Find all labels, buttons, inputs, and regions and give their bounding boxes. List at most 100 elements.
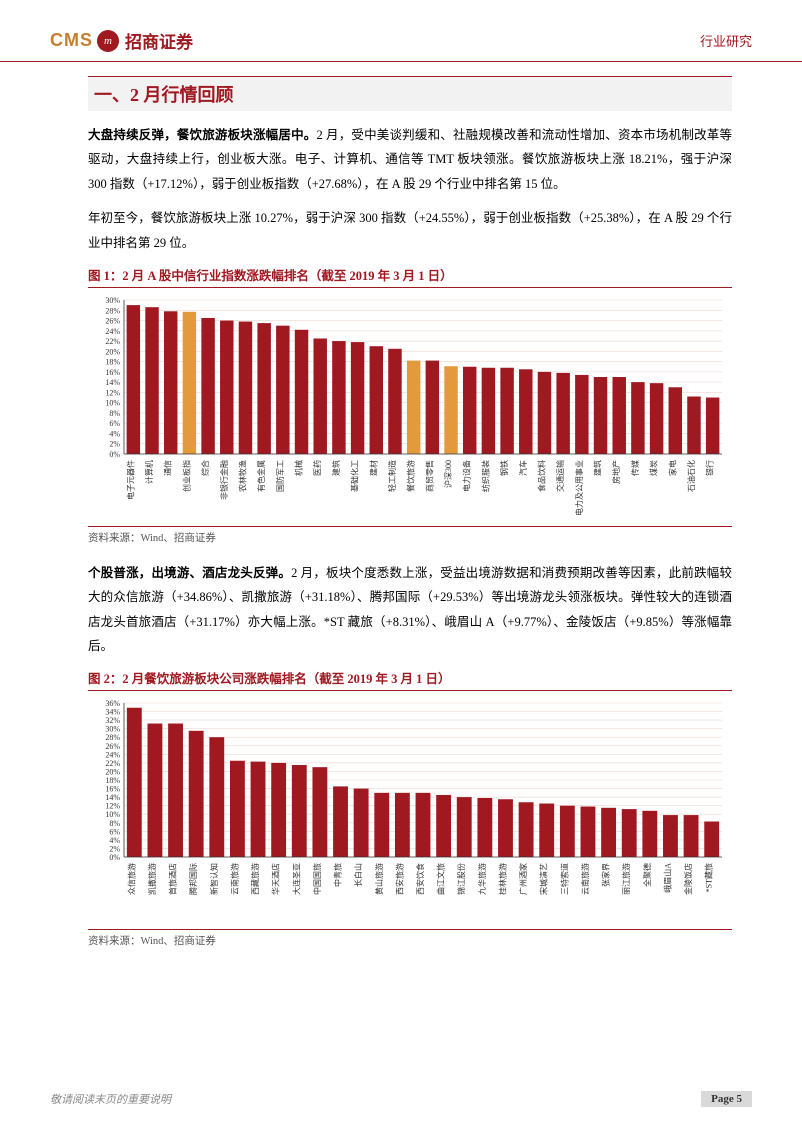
logo-icon: m [97,30,119,52]
svg-text:24%: 24% [105,327,120,336]
svg-text:全聚德: 全聚德 [642,863,652,887]
svg-text:机械: 机械 [294,460,304,476]
svg-text:30%: 30% [105,296,120,305]
svg-text:28%: 28% [105,734,120,743]
svg-text:三特索道: 三特索道 [559,863,569,895]
svg-text:云南旅游: 云南旅游 [580,863,590,895]
paragraph-1: 大盘持续反弹，餐饮旅游板块涨幅居中。2 月，受中美谈判缓和、社融规模改善和流动性… [88,123,732,196]
svg-text:煤炭: 煤炭 [649,460,659,476]
svg-text:16%: 16% [105,368,120,377]
svg-text:0%: 0% [109,450,120,459]
svg-text:西藏旅游: 西藏旅游 [250,863,260,895]
footer-note: 敬请阅读末页的重要说明 [50,1091,171,1107]
svg-text:锦江股份: 锦江股份 [456,863,466,895]
figure2-source: 资料来源：Wind、招商证券 [88,929,732,948]
svg-text:西安饮食: 西安饮食 [415,863,425,895]
svg-text:24%: 24% [105,751,120,760]
svg-text:10%: 10% [105,811,120,820]
svg-text:大连圣亚: 大连圣亚 [291,863,301,895]
figure1-svg: 0%2%4%6%8%10%12%14%16%18%20%22%24%26%28%… [88,294,728,524]
logo-text-en: CMS [50,30,93,51]
svg-text:10%: 10% [105,399,120,408]
svg-text:华天酒店: 华天酒店 [271,863,281,895]
svg-text:电力设备: 电力设备 [462,460,472,492]
svg-text:通信: 通信 [163,460,173,476]
svg-text:4%: 4% [109,836,120,845]
svg-text:建筑: 建筑 [593,460,603,476]
svg-text:20%: 20% [105,768,120,777]
svg-text:22%: 22% [105,759,120,768]
paragraph-3: 个股普涨，出境游、酒店龙头反弹。2 月，板块个度悉数上涨，受益出境游数据和消费预… [88,561,732,659]
svg-text:新智认知: 新智认知 [209,863,219,895]
section-title-bar: 一、2 月行情回顾 [88,76,732,111]
svg-text:非银行金融: 非银行金融 [219,460,229,500]
paragraph-2: 年初至今，餐饮旅游板块上涨 10.27%，弱于沪深 300 指数（+24.55%… [88,206,732,255]
svg-text:交通运输: 交通运输 [555,460,565,492]
svg-text:2%: 2% [109,440,120,449]
svg-text:广州酒家: 广州酒家 [518,863,528,895]
figure1-chart: 0%2%4%6%8%10%12%14%16%18%20%22%24%26%28%… [88,294,732,526]
svg-text:34%: 34% [105,708,120,717]
svg-text:综合: 综合 [200,460,210,476]
svg-text:钢铁: 钢铁 [499,460,509,476]
para3-bold: 个股普涨，出境游、酒店龙头反弹。 [88,566,291,580]
figure2-svg: 0%2%4%6%8%10%12%14%16%18%20%22%24%26%28%… [88,697,728,927]
svg-text:20%: 20% [105,347,120,356]
svg-text:建材: 建材 [368,460,378,476]
svg-text:首旅酒店: 首旅酒店 [168,863,178,895]
svg-text:黄山旅游: 黄山旅游 [374,863,384,895]
svg-text:12%: 12% [105,802,120,811]
page-footer: 敬请阅读末页的重要说明 Page 5 [50,1091,752,1107]
svg-text:餐饮旅游: 餐饮旅游 [406,460,416,492]
svg-text:丽江旅游: 丽江旅游 [621,863,631,895]
svg-text:6%: 6% [109,419,120,428]
svg-text:14%: 14% [105,793,120,802]
figure2-chart: 0%2%4%6%8%10%12%14%16%18%20%22%24%26%28%… [88,697,732,929]
svg-text:26%: 26% [105,316,120,325]
figure1-source: 资料来源：Wind、招商证券 [88,526,732,545]
svg-text:轻工制造: 轻工制造 [387,460,397,492]
svg-text:2%: 2% [109,845,120,854]
page-header: CMS m 招商证券 行业研究 [0,0,802,62]
svg-text:桂林旅游: 桂林旅游 [497,863,507,895]
svg-text:6%: 6% [109,828,120,837]
svg-text:18%: 18% [105,776,120,785]
logo-text-cn: 招商证券 [125,28,193,53]
svg-text:凯撒旅游: 凯撒旅游 [147,863,157,895]
doc-type-label: 行业研究 [700,31,752,50]
svg-text:医药: 医药 [312,460,322,476]
svg-text:云南旅游: 云南旅游 [229,863,239,895]
svg-text:国防军工: 国防军工 [275,460,285,492]
svg-text:沪深300: 沪深300 [443,460,453,488]
svg-text:食品饮料: 食品饮料 [536,460,546,492]
svg-text:电力及公用事业: 电力及公用事业 [574,460,584,516]
svg-text:26%: 26% [105,742,120,751]
svg-text:0%: 0% [109,853,120,862]
svg-text:汽车: 汽车 [518,460,528,476]
svg-text:传媒: 传媒 [630,460,640,476]
svg-text:峨眉山A: 峨眉山A [662,863,672,893]
svg-text:*ST藏旅: *ST藏旅 [704,863,714,892]
figure2-title: 图 2：2 月餐饮旅游板块公司涨跌幅排名（截至 2019 年 3 月 1 日） [88,668,732,691]
svg-text:32%: 32% [105,716,120,725]
para1-bold: 大盘持续反弹，餐饮旅游板块涨幅居中。 [88,128,316,142]
svg-text:石油石化: 石油石化 [686,460,696,492]
section-title: 一、2 月行情回顾 [94,81,726,107]
svg-text:有色金属: 有色金属 [256,460,266,492]
main-content: 一、2 月行情回顾 大盘持续反弹，餐饮旅游板块涨幅居中。2 月，受中美谈判缓和、… [0,62,802,948]
svg-text:基础化工: 基础化工 [350,460,360,492]
svg-text:12%: 12% [105,388,120,397]
svg-text:22%: 22% [105,337,120,346]
svg-text:商贸零售: 商贸零售 [424,460,434,492]
logo-block: CMS m 招商证券 [50,28,193,53]
svg-text:银行: 银行 [705,460,715,476]
svg-text:30%: 30% [105,725,120,734]
svg-text:28%: 28% [105,306,120,315]
svg-text:九华旅游: 九华旅游 [477,863,487,895]
svg-text:家电: 家电 [667,460,677,476]
svg-text:曲江文旅: 曲江文旅 [436,863,446,895]
svg-text:农林牧渔: 农林牧渔 [237,460,247,492]
svg-text:腾邦国际: 腾邦国际 [188,863,198,895]
svg-text:14%: 14% [105,378,120,387]
svg-text:张家界: 张家界 [601,863,611,887]
